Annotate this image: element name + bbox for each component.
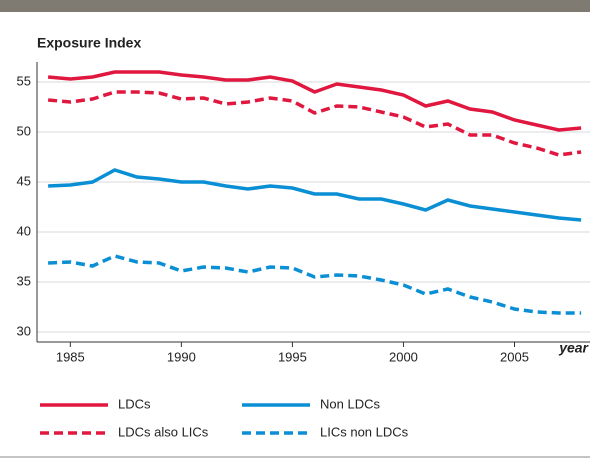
y-tick-label: 40 [17,223,31,238]
legend-label: LDCs also LICs [118,424,209,439]
series-line [47,90,582,157]
legend-label: LICs non LDCs [320,424,409,439]
y-tick-label: 50 [17,123,31,138]
x-tick-label: 2005 [500,349,529,364]
series-line [47,70,582,132]
y-tick-label: 30 [17,323,31,338]
series-line [48,254,582,315]
x-axis-title: year [558,340,589,356]
y-tick-label: 55 [17,73,31,88]
y-tick-label: 35 [17,273,31,288]
x-tick-label: 1995 [278,349,307,364]
y-tick-label: 45 [17,173,31,188]
y-axis-title: Exposure Index [37,35,141,51]
top-bar [0,0,590,12]
x-tick-label: 2000 [389,349,418,364]
series-line [48,168,582,222]
legend-label: LDCs [118,396,151,411]
x-tick-label: 1985 [56,349,85,364]
x-tick-label: 1990 [167,349,196,364]
legend-label: Non LDCs [320,396,380,411]
